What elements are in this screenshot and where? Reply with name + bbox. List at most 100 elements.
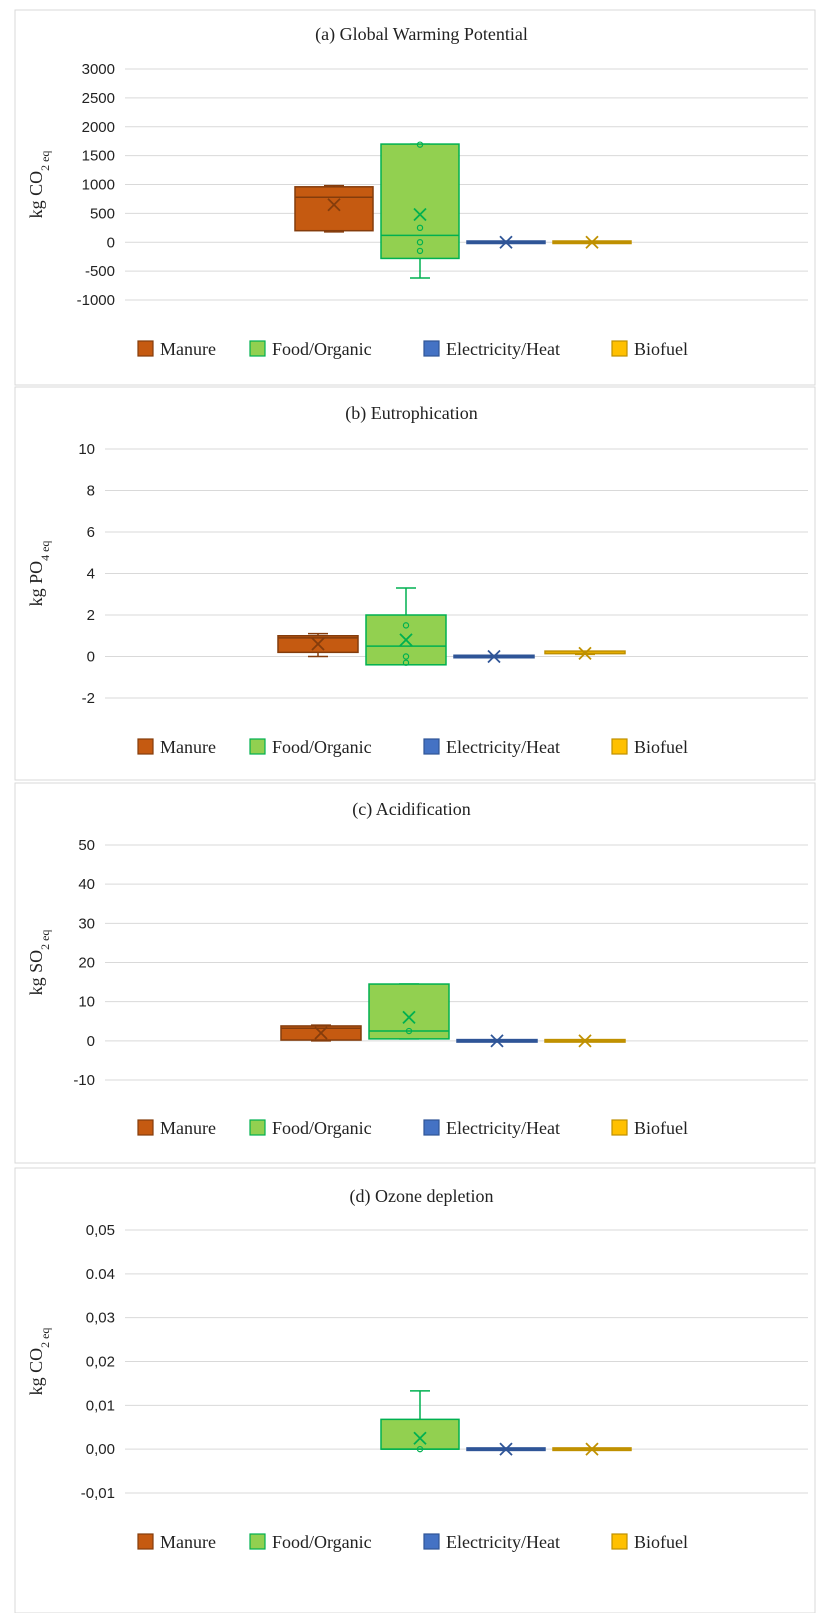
- food-organic-mean-marker: [399, 633, 413, 647]
- y-tick-label: -1000: [77, 292, 115, 309]
- biofuel-mean-marker: [585, 1442, 599, 1456]
- y-tick-label: 10: [78, 994, 95, 1011]
- legend-label-food-organic: Food/Organic: [272, 1532, 372, 1552]
- electricity-heat-mean-marker: [487, 649, 501, 664]
- food-organic-data-point: [416, 247, 424, 255]
- biofuel-mean-marker: [578, 646, 592, 661]
- chart-panel-frame: [14, 782, 816, 1164]
- legend-label-food-organic: Food/Organic: [272, 339, 372, 359]
- y-axis-label: kg PO4 eq: [26, 541, 52, 607]
- y-tick-label: -2: [82, 690, 95, 707]
- y-tick-label: 0,05: [86, 1222, 115, 1239]
- y-tick-label: 40: [78, 876, 95, 893]
- legend-swatch-food-organic: [249, 1119, 266, 1136]
- y-tick-label: 0: [87, 649, 95, 666]
- manure-mean-marker: [327, 198, 341, 212]
- legend-swatch-electricity-heat: [423, 1533, 440, 1550]
- legend-swatch-food-organic: [249, 1533, 266, 1550]
- legend-label-electricity-heat: Electricity/Heat: [446, 1532, 560, 1552]
- y-tick-label: 4: [87, 566, 95, 583]
- legend-label-biofuel: Biofuel: [634, 1532, 688, 1552]
- biofuel-mean-marker: [578, 1034, 592, 1048]
- legend-label-manure: Manure: [160, 1532, 216, 1552]
- y-tick-label: 1000: [82, 177, 115, 194]
- food-organic-data-point: [405, 1027, 413, 1035]
- legend-swatch-electricity-heat: [423, 738, 440, 755]
- legend-label-manure: Manure: [160, 737, 216, 757]
- food-organic-data-point: [402, 659, 410, 666]
- food-organic-mean-marker: [413, 207, 427, 222]
- chart-title: (a) Global Warming Potential: [315, 24, 528, 45]
- chart-panel-frame: [14, 386, 816, 781]
- legend-label-food-organic: Food/Organic: [272, 737, 372, 757]
- legend-swatch-biofuel: [611, 340, 628, 357]
- y-tick-label: 0,03: [86, 1310, 115, 1327]
- y-tick-label: 1500: [82, 148, 115, 165]
- y-axis-label: kg SO2 eq: [26, 930, 52, 996]
- y-axis-label: kg CO2 eq: [26, 151, 52, 219]
- chart-title: (d) Ozone depletion: [350, 1186, 494, 1207]
- legend-swatch-manure: [137, 1533, 154, 1550]
- y-tick-label: 20: [78, 955, 95, 972]
- y-tick-label: 0.04: [86, 1266, 115, 1283]
- y-tick-label: 0,00: [86, 1441, 115, 1458]
- y-tick-label: -0,01: [81, 1485, 115, 1502]
- food-organic-data-point: [402, 653, 410, 660]
- legend-swatch-biofuel: [611, 1533, 628, 1550]
- y-tick-label: -500: [85, 263, 115, 280]
- food-organic-data-point: [402, 622, 410, 629]
- legend-swatch-biofuel: [611, 1119, 628, 1136]
- y-tick-label: 8: [87, 483, 95, 500]
- y-tick-label: 500: [90, 205, 115, 222]
- legend-label-food-organic: Food/Organic: [272, 1118, 372, 1138]
- chart-title: (c) Acidification: [352, 799, 470, 820]
- electricity-heat-mean-marker: [490, 1034, 504, 1048]
- legend-swatch-manure: [137, 1119, 154, 1136]
- electricity-heat-mean-marker: [499, 235, 513, 249]
- chart-title: (b) Eutrophication: [345, 403, 477, 424]
- y-tick-label: 2000: [82, 119, 115, 136]
- electricity-heat-mean-marker: [499, 1442, 513, 1456]
- legend-swatch-biofuel: [611, 738, 628, 755]
- legend-swatch-electricity-heat: [423, 340, 440, 357]
- y-tick-label: 0,02: [86, 1354, 115, 1371]
- legend-label-biofuel: Biofuel: [634, 737, 688, 757]
- food-organic-data-point: [416, 141, 424, 148]
- food-organic-data-point: [416, 239, 424, 246]
- legend-label-manure: Manure: [160, 1118, 216, 1138]
- food-organic-mean-marker: [413, 1431, 427, 1445]
- y-tick-label: 0,01: [86, 1397, 115, 1414]
- food-organic-box: [368, 983, 450, 1040]
- y-tick-label: 50: [78, 837, 95, 854]
- food-organic-box: [380, 1418, 460, 1450]
- y-tick-label: 3000: [82, 61, 115, 78]
- y-tick-label: 30: [78, 915, 95, 932]
- y-tick-label: 2500: [82, 90, 115, 107]
- legend-label-manure: Manure: [160, 339, 216, 359]
- food-organic-data-point: [416, 224, 424, 232]
- legend-label-electricity-heat: Electricity/Heat: [446, 1118, 560, 1138]
- legend-label-electricity-heat: Electricity/Heat: [446, 737, 560, 757]
- y-tick-label: 0: [87, 1033, 95, 1050]
- y-tick-label: 2: [87, 607, 95, 624]
- legend-label-biofuel: Biofuel: [634, 1118, 688, 1138]
- legend-swatch-manure: [137, 738, 154, 755]
- legend-swatch-electricity-heat: [423, 1119, 440, 1136]
- food-organic-box: [380, 143, 460, 260]
- manure-box: [294, 186, 374, 232]
- y-axis-label: kg CO2 eq: [26, 1328, 52, 1396]
- y-tick-label: 6: [87, 524, 95, 541]
- biofuel-mean-marker: [585, 235, 599, 249]
- legend-label-electricity-heat: Electricity/Heat: [446, 339, 560, 359]
- y-tick-label: 10: [78, 441, 95, 458]
- y-tick-label: 0: [107, 234, 115, 251]
- manure-mean-marker: [314, 1026, 328, 1040]
- manure-mean-marker: [311, 637, 325, 651]
- y-tick-label: -10: [73, 1072, 95, 1089]
- food-organic-data-point: [416, 1445, 424, 1453]
- legend-swatch-food-organic: [249, 738, 266, 755]
- legend-swatch-manure: [137, 340, 154, 357]
- legend-label-biofuel: Biofuel: [634, 339, 688, 359]
